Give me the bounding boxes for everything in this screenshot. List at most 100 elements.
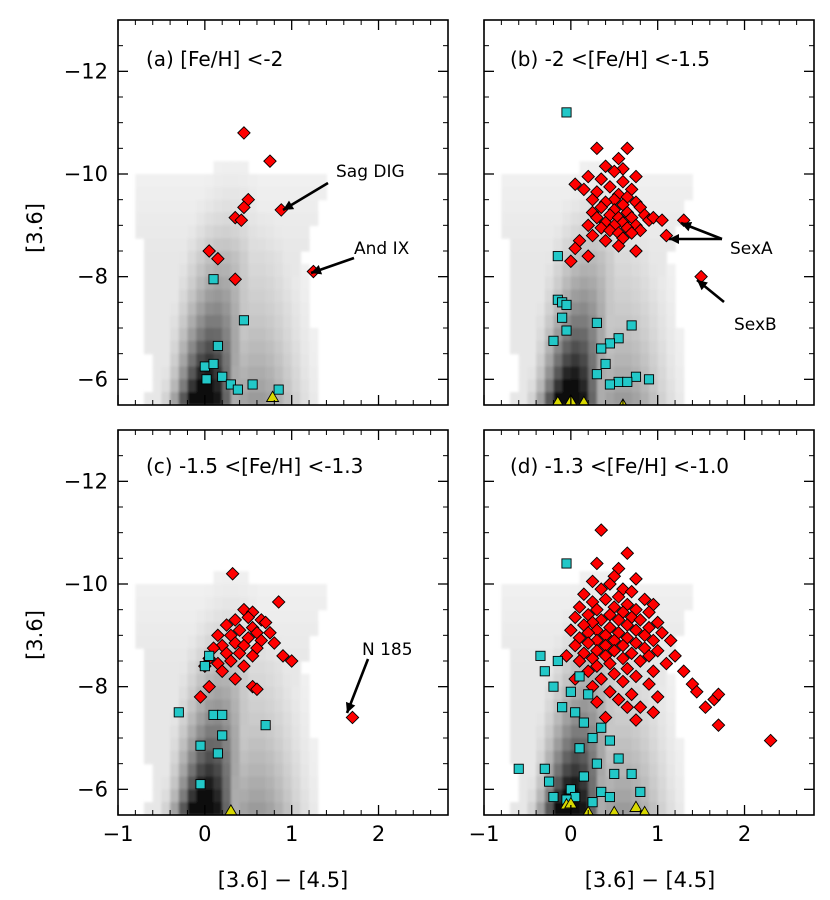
density-cell	[570, 366, 581, 380]
density-cell	[239, 186, 249, 201]
density-cell	[144, 392, 154, 405]
density-cell	[204, 596, 215, 611]
density-cell	[536, 225, 546, 239]
density-cell	[510, 738, 520, 752]
density-cell	[291, 263, 301, 278]
density-cell	[274, 263, 284, 278]
density-cell	[649, 225, 659, 239]
density-cell	[187, 315, 197, 329]
density-cell	[256, 238, 267, 252]
density-cell	[657, 596, 667, 611]
cyan-square-point	[561, 325, 572, 336]
density-cell	[631, 738, 641, 752]
density-cell	[536, 366, 546, 380]
density-cell	[605, 750, 615, 765]
density-cell	[527, 392, 537, 405]
density-cell	[248, 289, 258, 303]
density-cell	[649, 609, 659, 624]
density-cell	[239, 584, 249, 598]
density-cell	[291, 251, 301, 265]
density-cell	[161, 302, 171, 316]
density-cell	[666, 750, 676, 765]
density-cell	[300, 328, 310, 342]
density-cell	[170, 750, 180, 765]
density-cell	[239, 802, 249, 815]
density-cell	[230, 712, 241, 726]
density-cell	[178, 315, 189, 329]
density-cell	[527, 609, 537, 624]
density-cell	[649, 392, 659, 405]
red-diamond-point	[572, 600, 587, 614]
density-cell	[256, 673, 267, 688]
density-cell	[213, 161, 223, 175]
cyan-square-point	[604, 791, 615, 803]
density-cell	[553, 174, 563, 188]
density-cell	[570, 648, 581, 662]
density-cell	[631, 263, 641, 278]
density-cell	[291, 763, 301, 778]
density-cell	[300, 648, 310, 662]
density-cell	[265, 750, 275, 765]
density-cell	[161, 635, 171, 649]
density-cell	[170, 725, 180, 739]
cyan-square-point	[539, 666, 550, 677]
density-cell	[518, 622, 529, 636]
density-cell	[256, 251, 267, 265]
density-cell	[666, 315, 676, 329]
density-cell	[300, 199, 310, 214]
density-cell	[562, 584, 572, 598]
density-cell	[553, 263, 563, 278]
density-cell	[649, 802, 659, 815]
density-cell	[614, 725, 624, 739]
cyan-square-point	[643, 374, 655, 385]
density-cell	[222, 251, 232, 265]
density-cell	[562, 174, 572, 188]
density-cell	[144, 802, 154, 815]
density-cell	[518, 174, 529, 188]
density-cell	[213, 802, 223, 815]
density-cell	[265, 212, 275, 226]
density-cell	[170, 673, 180, 688]
density-cell	[536, 289, 546, 303]
density-cell	[510, 802, 520, 815]
density-cell	[170, 763, 180, 778]
density-cell	[274, 712, 284, 726]
density-cell	[640, 289, 650, 303]
density-cell	[510, 584, 520, 598]
density-cell	[553, 199, 563, 214]
panel-title: (a) [Fe/H] <-2	[146, 47, 283, 71]
density-cell	[178, 199, 189, 214]
density-cell	[239, 238, 249, 252]
density-cell	[170, 712, 180, 726]
density-cell	[562, 238, 572, 252]
density-cell	[239, 392, 249, 405]
density-cell	[239, 763, 249, 778]
density-cell	[230, 738, 241, 752]
density-cell	[657, 392, 667, 405]
cyan-square-point	[587, 732, 598, 744]
red-diamond-point	[598, 233, 613, 248]
density-cell	[553, 661, 563, 675]
red-diamond-point	[624, 584, 639, 599]
density-cell	[283, 584, 293, 598]
density-cell	[274, 174, 284, 188]
density-cell	[605, 238, 615, 252]
annotation-sexb: SexB	[734, 315, 777, 335]
density-cell	[657, 238, 667, 252]
density-cell	[213, 648, 223, 662]
density-cell	[579, 174, 589, 188]
density-cell	[152, 199, 163, 214]
red-diamond-point	[620, 546, 635, 561]
density-cell	[588, 776, 598, 790]
density-cell	[640, 776, 650, 790]
density-cell	[152, 584, 163, 598]
density-cell	[657, 289, 667, 303]
red-diamond-point	[225, 566, 240, 581]
density-cell	[187, 366, 197, 380]
density-cell	[518, 661, 529, 675]
density-cell	[631, 302, 641, 316]
density-cell	[562, 776, 572, 790]
density-cell	[239, 789, 249, 803]
density-cell	[152, 328, 163, 342]
density-cell	[309, 366, 319, 380]
